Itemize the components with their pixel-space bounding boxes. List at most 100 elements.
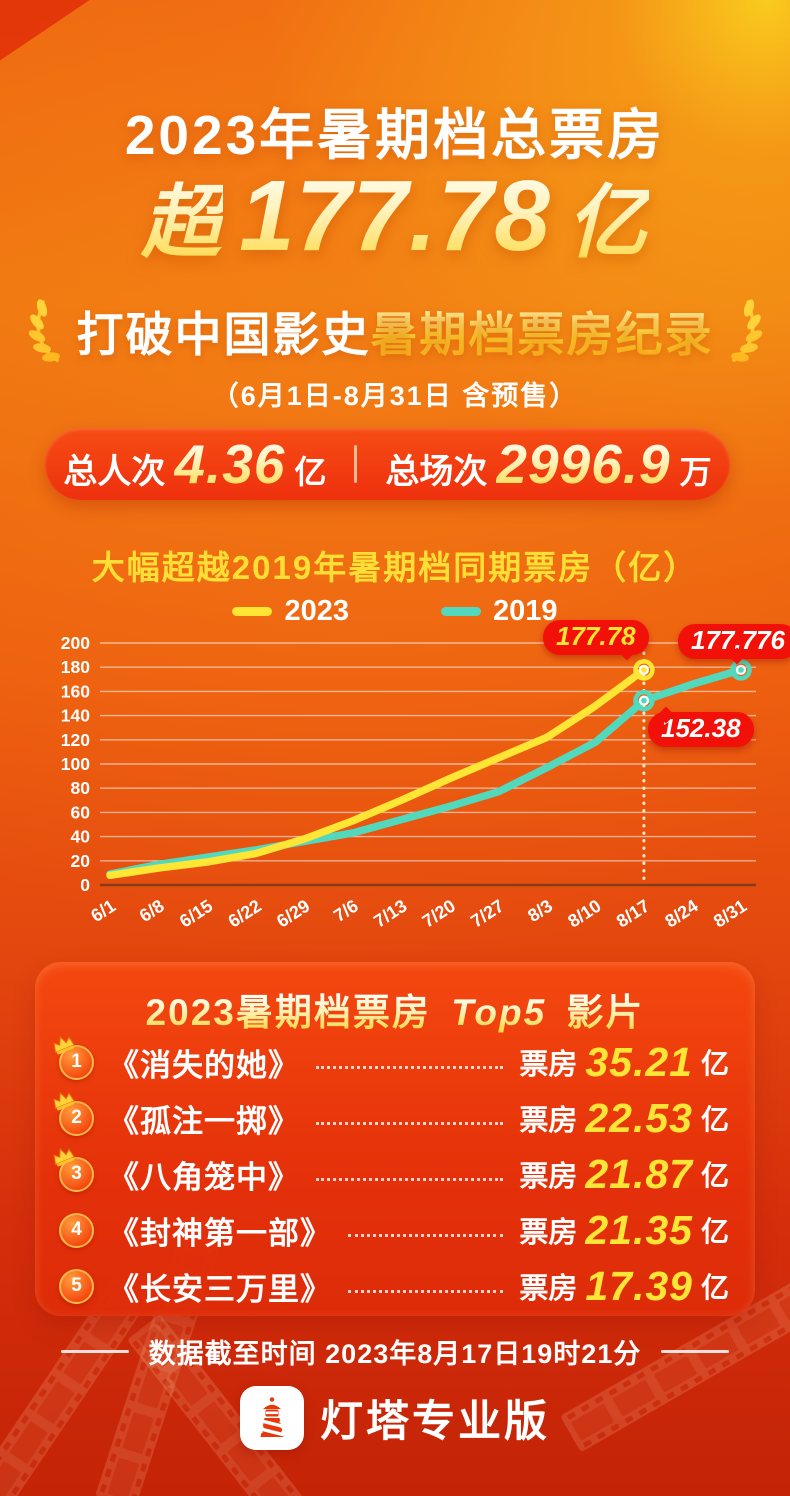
rank-badge-5: 5 — [59, 1268, 94, 1304]
headline-prefix: 超 — [141, 158, 223, 274]
stat-screenings-unit: 万 — [679, 454, 712, 490]
movie-title: 《消失的她》 — [108, 1047, 300, 1083]
rank-number: 1 — [71, 1051, 82, 1072]
x-tick-label: 8/10 — [564, 896, 604, 932]
series-line-2023 — [106, 666, 648, 880]
rank-badge-3: 3 — [53, 1147, 94, 1192]
rank-number: 4 — [71, 1219, 82, 1240]
box-office-line-chart: 0 20 40 60 80 100 120 140 160 180 200 6/1 6/8 6/15 6/2… — [30, 620, 790, 960]
top5-row-3: 3 《八角笼中》 票房 21.87 亿 — [53, 1146, 729, 1202]
box-office-unit: 亿 — [700, 1104, 729, 1135]
data-point-marker — [730, 659, 752, 681]
record-text: 打破中国影史暑期档票房纪录 — [77, 296, 714, 365]
x-tick-label: 8/3 — [524, 896, 556, 926]
dotted-leader — [316, 1121, 504, 1125]
stat-attendance-value: 4.36 — [174, 433, 286, 495]
x-tick-label: 8/17 — [613, 896, 653, 932]
crown-icon — [53, 1147, 75, 1166]
dotted-leader — [316, 1177, 504, 1181]
rank-number: 2 — [71, 1107, 82, 1128]
y-tick-label: 60 — [71, 802, 91, 822]
record-banner: 打破中国影史暑期档票房纪录 — [0, 296, 790, 365]
legend-label-2019: 2019 — [493, 595, 558, 627]
stat-attendance: 总人次 4.36 亿 — [63, 432, 326, 496]
box-office-value: 22.53 — [585, 1094, 693, 1141]
movie-title: 《封神第一部》 — [108, 1215, 332, 1251]
dotted-leader — [316, 1065, 504, 1069]
y-tick-label: 80 — [71, 778, 91, 798]
x-tick-label: 7/27 — [467, 896, 507, 932]
date-range-note: （6月1日-8月31日 含预售） — [211, 381, 579, 411]
y-tick-label: 120 — [61, 730, 90, 750]
box-office-unit: 亿 — [700, 1048, 729, 1079]
box-office-label: 票房 — [519, 1161, 578, 1193]
top5-row-1: 1 《消失的她》 票房 35.21 亿 — [53, 1034, 729, 1090]
top5-title: 2023暑期档票房 Top5 影片 — [35, 982, 755, 1036]
headline-number: 177.78 — [239, 160, 551, 272]
x-tick-label: 6/22 — [225, 896, 265, 932]
y-tick-label: 140 — [61, 706, 90, 726]
box-office-unit: 亿 — [700, 1160, 729, 1191]
y-tick-label: 180 — [61, 657, 90, 677]
movie-title: 《八角笼中》 — [108, 1159, 300, 1195]
headline-number-row: 超 177.78 亿 — [0, 158, 790, 274]
footer-line-left — [60, 1350, 129, 1353]
stats-divider — [354, 445, 358, 483]
legend-label-2023: 2023 — [284, 595, 349, 627]
legend-item-2023: 2023 — [232, 595, 349, 628]
laurel-left-icon — [28, 298, 60, 362]
data-point-marker-inner — [638, 664, 650, 675]
top5-title-top5: Top5 — [443, 992, 554, 1033]
x-tick-label: 8/24 — [661, 896, 701, 932]
x-tick-label: 6/29 — [273, 896, 313, 932]
annotation-badge-177.776: 177.776 — [678, 624, 790, 665]
chart-legend: 2023 2019 — [0, 595, 790, 628]
rank-number: 3 — [71, 1163, 82, 1184]
box-office-label: 票房 — [519, 1105, 578, 1137]
top5-title-suffix: 影片 — [566, 992, 645, 1033]
x-tick-label: 6/15 — [176, 896, 216, 932]
stats-pill: 总人次 4.36 亿 总场次 2996.9 万 — [45, 428, 730, 500]
x-tick-label: 6/1 — [87, 896, 119, 926]
crown-icon — [53, 1091, 75, 1110]
box-office-label: 票房 — [519, 1049, 578, 1081]
dotted-leader — [348, 1289, 504, 1293]
lighthouse-logo-icon — [240, 1386, 304, 1450]
footer-line-right — [661, 1350, 730, 1353]
chart-title: 大幅超越2019年暑期档同期票房（亿） — [91, 549, 699, 586]
x-tick-label: 7/6 — [330, 896, 362, 926]
y-tick-label: 200 — [61, 633, 90, 653]
rank-badge-2: 2 — [53, 1091, 94, 1136]
top5-title-prefix: 2023暑期档票房 — [145, 992, 431, 1033]
rank-badge-1: 1 — [53, 1035, 94, 1080]
y-tick-label: 160 — [61, 681, 90, 701]
annotation-badge-152.38: 152.38 — [648, 706, 754, 747]
x-tick-label: 7/13 — [370, 896, 410, 932]
data-point-marker — [633, 659, 655, 681]
stat-attendance-unit: 亿 — [294, 454, 327, 490]
page-title: 2023年暑期档总票房 — [124, 104, 666, 166]
top5-list: 1 《消失的她》 票房 35.21 亿 2 《孤注一掷》 票房 22.53 亿 3 《八角笼中》 票房 2… — [53, 1034, 729, 1314]
rank-number: 5 — [71, 1275, 82, 1296]
corner-ribbon-decoration — [0, 0, 94, 71]
top5-row-2: 2 《孤注一掷》 票房 22.53 亿 — [53, 1090, 729, 1146]
box-office-label: 票房 — [519, 1273, 578, 1305]
data-cutoff-text: 数据截至时间 2023年8月17日19时21分 — [148, 1339, 642, 1369]
stat-attendance-label: 总人次 — [63, 453, 166, 491]
box-office-value: 21.35 — [585, 1206, 693, 1253]
data-cutoff-row: 数据截至时间 2023年8月17日19时21分 — [0, 1332, 790, 1371]
stat-screenings-label: 总场次 — [385, 453, 488, 491]
box-office-value: 35.21 — [585, 1038, 693, 1085]
record-text-white: 打破中国影史 — [76, 308, 371, 361]
brand-row: 灯塔专业版 — [0, 1386, 790, 1450]
dotted-leader — [348, 1233, 504, 1237]
laurel-right-icon — [730, 298, 762, 362]
y-tick-label: 100 — [61, 754, 90, 774]
legend-item-2019: 2019 — [441, 595, 558, 628]
x-tick-label: 8/31 — [710, 896, 750, 932]
brand-name: 灯塔专业版 — [320, 1398, 550, 1446]
crown-icon — [53, 1035, 75, 1054]
record-text-gold: 暑期档票房纪录 — [370, 308, 714, 361]
legend-swatch-2023 — [232, 607, 273, 616]
